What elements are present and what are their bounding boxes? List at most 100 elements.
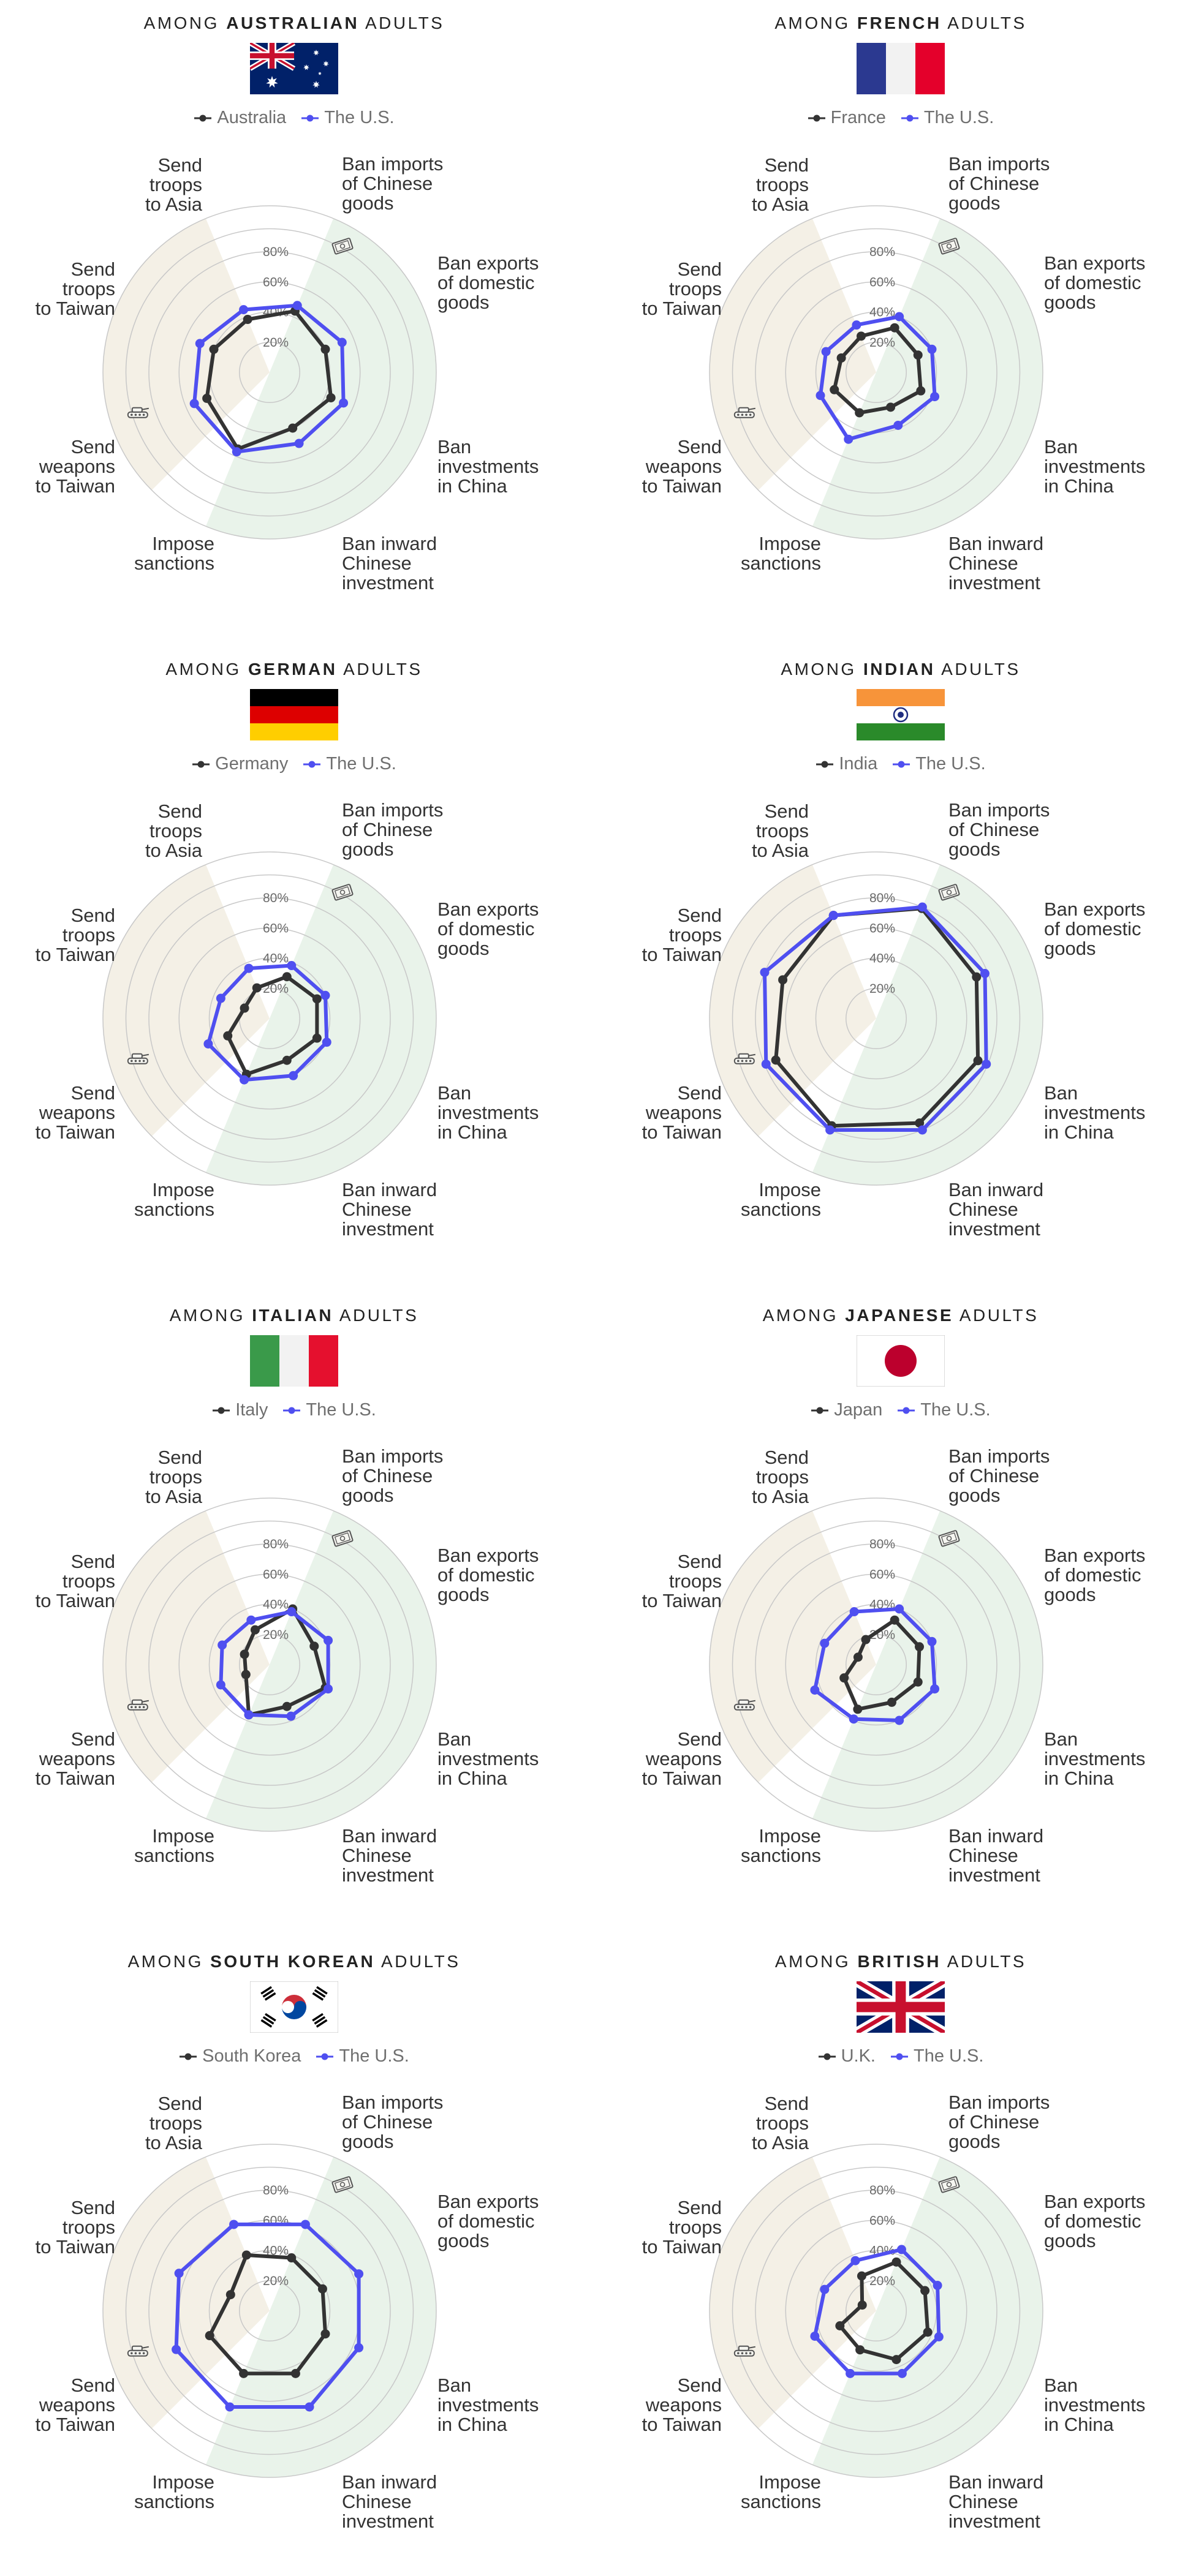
flag-container xyxy=(857,43,945,94)
tick-label: 20% xyxy=(263,336,289,350)
data-point xyxy=(930,392,940,402)
tank-icon xyxy=(733,1699,756,1711)
legend-label: The U.S. xyxy=(339,2046,409,2066)
axis-label: Impose sanctions xyxy=(741,1179,821,1220)
data-point xyxy=(205,2331,214,2341)
axis-label: Send weapons to Taiwan xyxy=(642,436,722,497)
chart-title: AMONG BRITISH ADULTS xyxy=(774,1952,1027,1971)
data-point xyxy=(857,2300,867,2310)
tick-label: 20% xyxy=(263,2274,289,2288)
axis-label: Ban investments in China xyxy=(1044,1082,1145,1143)
grid-ring xyxy=(239,342,300,403)
radar-chart: 20%40%60%80%Ban imports of Chinese goodsBa… xyxy=(642,1445,1146,1886)
data-point xyxy=(930,1684,940,1694)
data-point xyxy=(317,2284,327,2294)
data-point xyxy=(810,1685,820,1695)
legend-marker xyxy=(316,2053,334,2060)
axis-label: Ban investments in China xyxy=(437,2375,539,2435)
data-point xyxy=(857,2271,866,2281)
data-point xyxy=(241,1670,251,1679)
chart-title: AMONG SOUTH KOREAN ADULTS xyxy=(127,1952,461,1971)
axis-label: Ban imports of Chinese goods xyxy=(948,153,1050,214)
axis-label: Impose sanctions xyxy=(741,533,821,574)
legend-marker xyxy=(301,115,319,122)
radar-chart: 20%40%60%80%Ban imports of Chinese goodsBa… xyxy=(36,2092,539,2532)
data-point xyxy=(771,1055,781,1065)
data-point xyxy=(282,972,292,982)
chart-legend: Japan The U.S. xyxy=(607,1400,1177,1420)
data-point xyxy=(915,1118,925,1128)
data-point xyxy=(324,1635,333,1645)
legend-item: U.K. xyxy=(818,2046,876,2066)
axis-label: Impose sanctions xyxy=(134,2471,214,2512)
tick-label: 20% xyxy=(869,982,895,996)
legend-label: Australia xyxy=(217,108,287,127)
grid-ring xyxy=(755,2190,997,2432)
data-point xyxy=(916,386,926,396)
grid-ring xyxy=(846,342,907,403)
tank-icon xyxy=(127,2345,149,2357)
legend-item: The U.S. xyxy=(901,108,994,128)
data-point xyxy=(172,2344,181,2354)
money-bill-icon xyxy=(331,884,354,901)
grid-ring xyxy=(125,228,414,517)
data-point xyxy=(853,1652,863,1662)
japan-flag xyxy=(856,1335,945,1387)
flag-container xyxy=(853,1976,948,2038)
chart-legend: Germany The U.S. xyxy=(0,754,588,774)
axis-label: Ban inward Chinese investment xyxy=(948,533,1043,593)
axis-label: Ban inward Chinese investment xyxy=(948,1179,1043,1240)
grid-ring xyxy=(709,205,1043,540)
tank-icon xyxy=(127,1699,149,1711)
data-point xyxy=(830,385,839,394)
data-point xyxy=(980,968,990,978)
data-point xyxy=(850,2256,860,2265)
axis-label: Ban exports of domestic goods xyxy=(437,1545,539,1605)
data-point xyxy=(933,2281,942,2291)
data-point xyxy=(282,1701,292,1711)
data-point xyxy=(244,963,254,973)
chart-title-country: GERMAN xyxy=(248,660,338,679)
grid-ring xyxy=(846,2280,907,2341)
legend-label: The U.S. xyxy=(306,1400,376,1420)
data-point xyxy=(844,434,853,444)
data-point xyxy=(913,350,923,360)
chart-title-country: AUSTRALIAN xyxy=(226,13,360,32)
axis-label: Ban investments in China xyxy=(1044,1728,1145,1789)
grid-ring xyxy=(785,1573,967,1756)
data-point xyxy=(239,305,249,315)
grid-ring xyxy=(709,2144,1043,2478)
economic-sector xyxy=(812,218,1043,539)
axis-label: Ban investments in China xyxy=(1044,436,1145,497)
flag-container xyxy=(250,689,338,740)
chart-panel: AMONG INDIAN ADULTS India The U.S. 20% 40% 60… xyxy=(607,646,1177,1284)
chart-panel: AMONG AUSTRALIAN ADULTS Australia The U.S.… xyxy=(0,0,588,638)
tick-label: 80% xyxy=(263,1537,289,1551)
tank-icon xyxy=(127,1053,149,1064)
axis-label: Ban imports of Chinese goods xyxy=(342,2092,443,2152)
grid-ring xyxy=(732,1520,1021,1809)
economic-sector xyxy=(812,864,1043,1185)
axis-label: Send weapons to Taiwan xyxy=(36,1082,115,1143)
legend-label: The U.S. xyxy=(920,1400,991,1420)
data-point xyxy=(920,2286,930,2295)
data-point xyxy=(917,902,927,912)
axis-label: Ban imports of Chinese goods xyxy=(948,799,1050,860)
grid-ring xyxy=(148,251,391,494)
data-point xyxy=(761,1059,771,1069)
money-bill-icon xyxy=(331,2176,354,2193)
data-point xyxy=(891,2257,901,2267)
legend-label: Germany xyxy=(215,754,289,774)
data-point xyxy=(232,447,241,457)
axis-label: Send troops to Asia xyxy=(752,1447,809,1507)
flag-container xyxy=(249,1981,339,2033)
data-point xyxy=(339,398,349,408)
tick-label: 80% xyxy=(263,2183,289,2198)
data-point xyxy=(223,1031,233,1041)
data-point xyxy=(240,1649,249,1659)
grid-ring xyxy=(239,1634,300,1695)
data-point xyxy=(893,420,903,430)
flag-container xyxy=(856,1335,945,1387)
grid-ring xyxy=(102,851,437,1186)
money-bill-icon xyxy=(331,238,354,255)
